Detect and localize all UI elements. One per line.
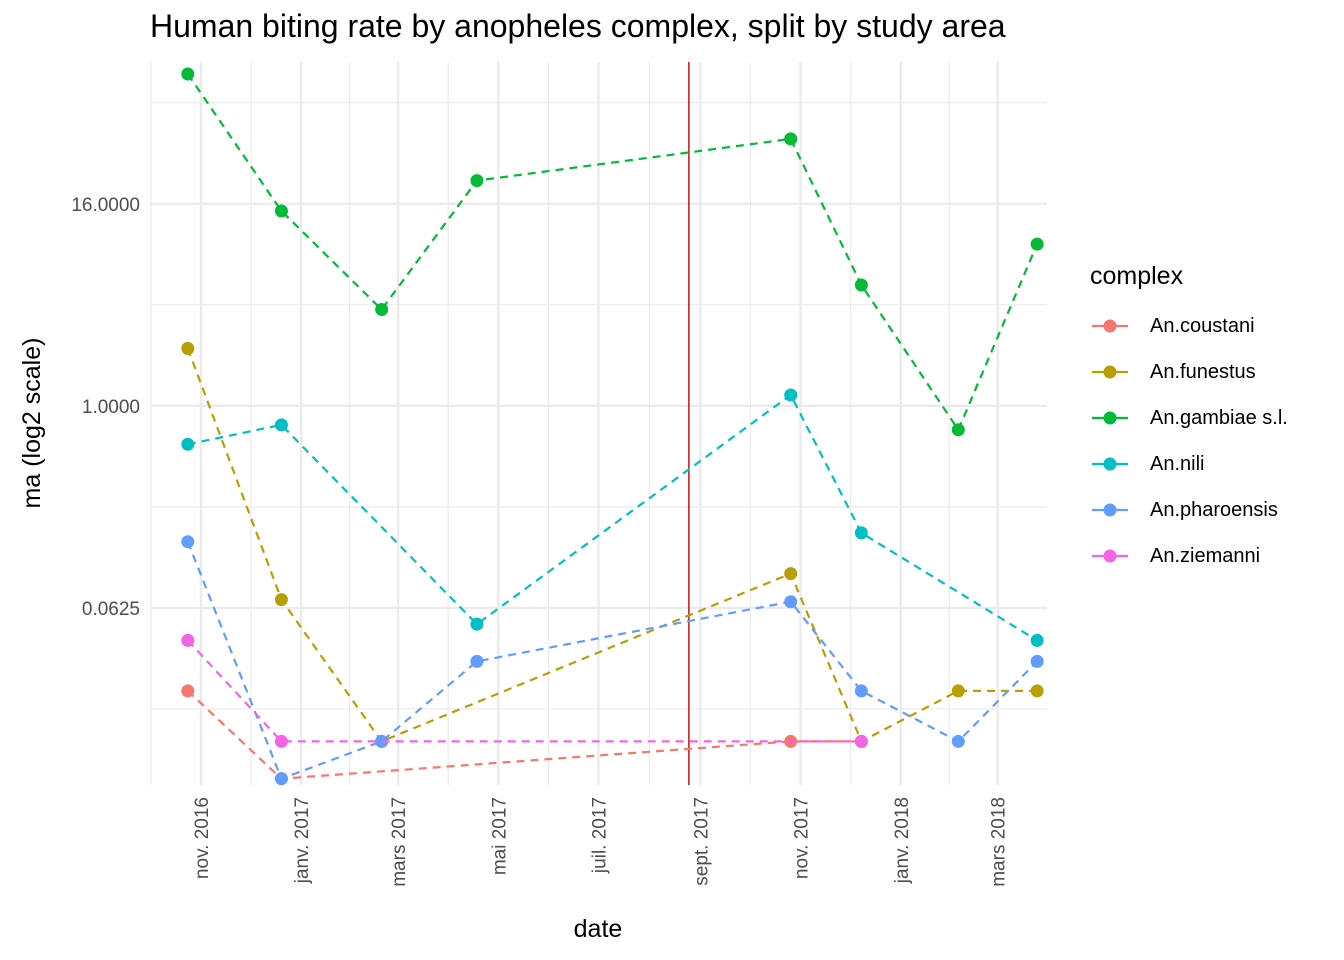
legend-key (1092, 411, 1128, 425)
data-point (1030, 633, 1044, 647)
legend-key (1092, 457, 1128, 471)
x-tick-label: janv. 2017 (292, 797, 313, 884)
data-point (951, 734, 965, 748)
data-point (181, 633, 195, 647)
series-an-ziemanni (181, 633, 868, 748)
legend-item: An.funestus (1090, 349, 1288, 395)
data-point (784, 132, 798, 146)
data-point (951, 684, 965, 698)
data-point (854, 278, 868, 292)
x-tick-label: mars 2018 (989, 797, 1010, 887)
x-tick-label: mars 2017 (389, 797, 410, 887)
x-tick-label: nov. 2016 (192, 797, 213, 879)
y-axis-label: ma (log2 scale) (18, 338, 46, 509)
data-point (784, 595, 798, 609)
x-tick-label: juil. 2017 (590, 797, 611, 874)
legend-key (1092, 549, 1128, 563)
data-point (274, 418, 288, 432)
series-an-pharoensis (181, 535, 1044, 786)
data-point (470, 174, 484, 188)
legend-label: An.coustani (1150, 314, 1255, 337)
series-line (186, 639, 862, 743)
legend-label: An.pharoensis (1150, 498, 1278, 521)
series-line (186, 541, 1038, 781)
data-point (274, 593, 288, 607)
data-point (181, 341, 195, 355)
data-point (274, 734, 288, 748)
legend-key (1092, 503, 1128, 517)
x-tick-label: mai 2017 (489, 797, 510, 875)
data-point (854, 684, 868, 698)
series-line (187, 393, 1038, 642)
major-gridlines (150, 62, 1047, 785)
legend-label: An.ziemanni (1150, 544, 1261, 567)
legend-key (1092, 365, 1128, 379)
chart-title: Human biting rate by anopheles complex, … (150, 8, 1006, 44)
y-tick-labels: 0.0625 1.0000 16.0000 (71, 195, 140, 620)
x-tick-label: janv. 2018 (892, 797, 913, 884)
data-point (375, 734, 389, 748)
y-tick-label: 0.0625 (82, 599, 140, 620)
series-line (186, 348, 1038, 743)
series-an-nili (181, 388, 1044, 647)
series-line (186, 73, 1039, 433)
legend-item: An.pharoensis (1090, 487, 1288, 533)
legend-item: An.gambiae s.l. (1090, 395, 1288, 441)
legend-item: An.ziemanni (1090, 533, 1288, 579)
data-point (181, 535, 195, 549)
x-axis-label: date (574, 915, 623, 943)
data-point (854, 526, 868, 540)
data-point (181, 437, 195, 451)
series-line (187, 690, 862, 780)
legend-item: An.nili (1090, 441, 1288, 487)
data-point (274, 772, 288, 786)
legend: complex An.coustani An.funestus An.gambiae… (1090, 262, 1288, 579)
x-tick-label: nov. 2017 (792, 797, 813, 879)
data-point (784, 567, 798, 581)
legend-label: An.gambiae s.l. (1150, 406, 1288, 429)
x-tick-labels: nov. 2016 janv. 2017 mars 2017 mai 2017 juil… (192, 797, 1010, 887)
data-point (181, 67, 195, 81)
y-tick-label: 16.0000 (71, 195, 140, 216)
data-point (854, 734, 868, 748)
legend-label: An.nili (1150, 452, 1205, 475)
legend-items: An.coustani An.funestus An.gambiae s.l. An.… (1090, 303, 1288, 579)
data-point (1030, 237, 1044, 251)
data-point (784, 388, 798, 402)
series-layer (181, 67, 1044, 786)
x-tick-label: sept. 2017 (691, 797, 712, 886)
data-point (470, 654, 484, 668)
legend-title: complex (1090, 262, 1184, 290)
y-tick-label: 1.0000 (82, 397, 140, 418)
legend-item: An.coustani (1090, 303, 1288, 349)
data-point (1030, 684, 1044, 698)
data-point (375, 303, 389, 317)
legend-key (1092, 319, 1128, 333)
data-point (274, 204, 288, 218)
data-point (181, 684, 195, 698)
data-point (1030, 654, 1044, 668)
series-an-coustani (181, 684, 868, 786)
series-an-gambiae-s-l (181, 67, 1044, 437)
series-an-funestus (181, 341, 1044, 748)
data-point (470, 617, 484, 631)
legend-label: An.funestus (1150, 360, 1256, 383)
data-point (951, 423, 965, 437)
